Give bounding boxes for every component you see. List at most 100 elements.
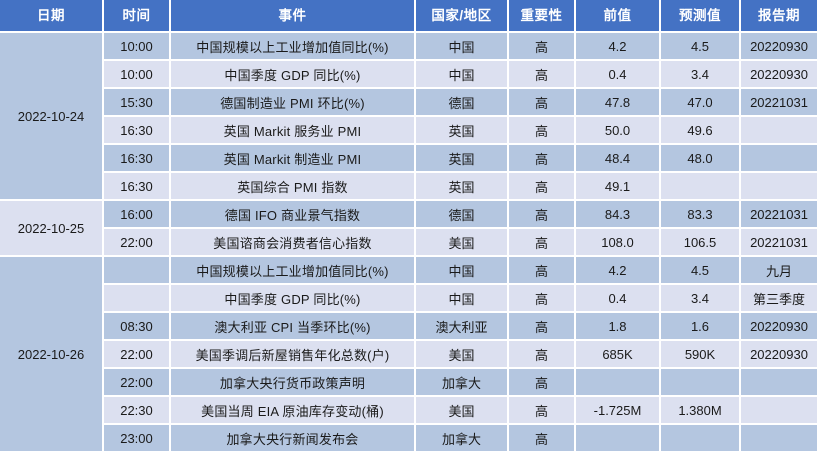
- cell-period: [739, 116, 817, 145]
- cell-region: 德国: [414, 88, 509, 117]
- cell-importance: 高: [507, 144, 576, 173]
- cell-previous: 108.0: [574, 228, 661, 257]
- cell-period: [739, 368, 817, 397]
- cell-time: [102, 256, 171, 285]
- cell-date: 2022-10-24: [0, 32, 104, 201]
- table-row[interactable]: 22:00 美国谘商会消费者信心指数 美国高 108.0 106.5 20221031: [0, 228, 817, 257]
- cell-forecast: 48.0: [659, 144, 741, 173]
- table-row[interactable]: 23:00 加拿大央行新闻发布会 加拿大高: [0, 424, 817, 453]
- cell-region: 中国: [414, 284, 509, 313]
- cell-event: 中国季度 GDP 同比(%): [169, 284, 416, 313]
- column-header-period[interactable]: 报告期: [739, 0, 817, 33]
- cell-region: 美国: [414, 340, 509, 369]
- cell-forecast: 3.4: [659, 60, 741, 89]
- cell-time: 16:30: [102, 172, 171, 201]
- cell-region: 澳大利亚: [414, 312, 509, 341]
- cell-previous: 1.8: [574, 312, 661, 341]
- cell-event: 中国规模以上工业增加值同比(%): [169, 32, 416, 61]
- cell-time: 22:00: [102, 340, 171, 369]
- cell-event: 加拿大央行新闻发布会: [169, 424, 416, 453]
- cell-region: 加拿大: [414, 368, 509, 397]
- cell-period: [739, 172, 817, 201]
- cell-event: 中国季度 GDP 同比(%): [169, 60, 416, 89]
- cell-forecast: 47.0: [659, 88, 741, 117]
- cell-importance: 高: [507, 228, 576, 257]
- cell-time: 15:30: [102, 88, 171, 117]
- cell-previous: 47.8: [574, 88, 661, 117]
- cell-event: 德国制造业 PMI 环比(%): [169, 88, 416, 117]
- column-header-date[interactable]: 日期: [0, 0, 104, 33]
- cell-time: 10:00: [102, 60, 171, 89]
- cell-event: 美国当周 EIA 原油库存变动(桶): [169, 396, 416, 425]
- cell-previous: [574, 368, 661, 397]
- column-header-previous[interactable]: 前值: [574, 0, 661, 33]
- table-row[interactable]: 2022-10-25 16:00 德国 IFO 商业景气指数 德国高 84.3 83.3 2…: [0, 200, 817, 257]
- cell-event: 英国综合 PMI 指数: [169, 172, 416, 201]
- cell-importance: 高: [507, 88, 576, 117]
- table-row[interactable]: 15:30 德国制造业 PMI 环比(%) 德国高 47.8 47.0 20221031: [0, 88, 817, 117]
- cell-time: 23:00: [102, 424, 171, 453]
- cell-region: 英国: [414, 172, 509, 201]
- table-row[interactable]: 2022-10-24 10:00 中国规模以上工业增加值同比(%) 中国高 4.2 4.5…: [0, 32, 817, 201]
- cell-importance: 高: [507, 368, 576, 397]
- cell-period: 20221031: [739, 200, 817, 229]
- cell-region: 美国: [414, 396, 509, 425]
- table-row[interactable]: 10:00 中国季度 GDP 同比(%) 中国高 0.4 3.4 20220930: [0, 60, 817, 89]
- table-body: 2022-10-24 10:00 中国规模以上工业增加值同比(%) 中国高 4.2 4.5…: [0, 32, 817, 453]
- cell-period: [739, 144, 817, 173]
- cell-previous: 685K: [574, 340, 661, 369]
- cell-period: 第三季度: [739, 284, 817, 313]
- column-header-forecast[interactable]: 预测值: [659, 0, 741, 33]
- cell-importance: 高: [507, 256, 576, 285]
- cell-forecast: 49.6: [659, 116, 741, 145]
- cell-forecast: 1.6: [659, 312, 741, 341]
- column-header-region[interactable]: 国家/地区: [414, 0, 509, 33]
- table-row[interactable]: 中国季度 GDP 同比(%) 中国高 0.4 3.4 第三季度: [0, 284, 817, 313]
- cell-forecast: 590K: [659, 340, 741, 369]
- column-header-importance[interactable]: 重要性: [507, 0, 576, 33]
- cell-time: 22:00: [102, 368, 171, 397]
- cell-previous: 48.4: [574, 144, 661, 173]
- cell-region: 加拿大: [414, 424, 509, 453]
- cell-period: 20220930: [739, 32, 817, 61]
- cell-previous: 0.4: [574, 60, 661, 89]
- cell-period: 20221031: [739, 88, 817, 117]
- cell-period: [739, 424, 817, 453]
- cell-event: 加拿大央行货币政策声明: [169, 368, 416, 397]
- table-row[interactable]: 22:00 美国季调后新屋销售年化总数(户) 美国高 685K 590K 20220930: [0, 340, 817, 369]
- table-row[interactable]: 22:30 美国当周 EIA 原油库存变动(桶) 美国高 -1.725M 1.380M: [0, 396, 817, 425]
- table-row[interactable]: 16:30 英国 Markit 服务业 PMI 英国高 50.0 49.6: [0, 116, 817, 145]
- column-header-event[interactable]: 事件: [169, 0, 416, 33]
- cell-region: 德国: [414, 200, 509, 229]
- cell-region: 中国: [414, 256, 509, 285]
- cell-importance: 高: [507, 116, 576, 145]
- cell-importance: 高: [507, 32, 576, 61]
- cell-event: 英国 Markit 服务业 PMI: [169, 116, 416, 145]
- cell-period: 20220930: [739, 340, 817, 369]
- cell-importance: 高: [507, 312, 576, 341]
- table-row[interactable]: 16:30 英国综合 PMI 指数 英国高 49.1: [0, 172, 817, 201]
- cell-time: 16:30: [102, 144, 171, 173]
- cell-importance: 高: [507, 200, 576, 229]
- cell-time: 10:00: [102, 32, 171, 61]
- cell-forecast: 83.3: [659, 200, 741, 229]
- cell-previous: -1.725M: [574, 396, 661, 425]
- cell-forecast: 4.5: [659, 256, 741, 285]
- cell-time: 16:00: [102, 200, 171, 229]
- table-row[interactable]: 2022-10-26 中国规模以上工业增加值同比(%) 中国高 4.2 4.5 九月: [0, 256, 817, 453]
- cell-previous: 84.3: [574, 200, 661, 229]
- cell-time: 08:30: [102, 312, 171, 341]
- cell-forecast: 3.4: [659, 284, 741, 313]
- cell-importance: 高: [507, 60, 576, 89]
- column-header-time[interactable]: 时间: [102, 0, 171, 33]
- table-row[interactable]: 16:30 英国 Markit 制造业 PMI 英国高 48.4 48.0: [0, 144, 817, 173]
- cell-forecast: [659, 424, 741, 453]
- table-row[interactable]: 08:30 澳大利亚 CPI 当季环比(%) 澳大利亚高 1.8 1.6 20220930: [0, 312, 817, 341]
- cell-forecast: 1.380M: [659, 396, 741, 425]
- cell-forecast: 106.5: [659, 228, 741, 257]
- table-row[interactable]: 22:00 加拿大央行货币政策声明 加拿大高: [0, 368, 817, 397]
- cell-previous: [574, 424, 661, 453]
- cell-region: 中国: [414, 32, 509, 61]
- cell-period: 20221031: [739, 228, 817, 257]
